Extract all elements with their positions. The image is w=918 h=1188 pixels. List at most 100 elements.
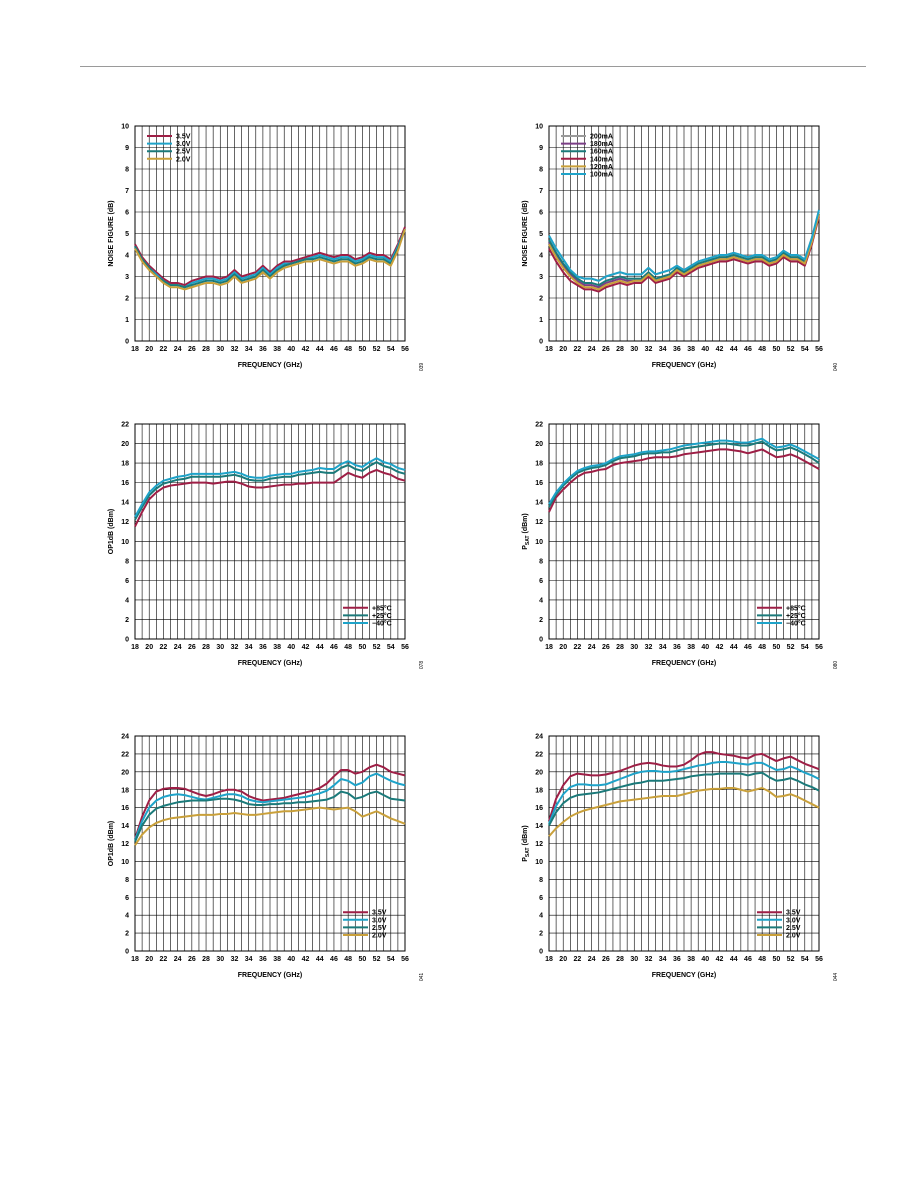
- x-tick-label: 30: [216, 346, 224, 353]
- series-line: [134, 228, 406, 289]
- y-tick-label: 0: [125, 339, 129, 346]
- y-tick-label: 22: [121, 751, 129, 758]
- y-tick-label: 8: [539, 167, 543, 174]
- series-line: [134, 468, 406, 528]
- x-tick-label: 36: [673, 644, 681, 651]
- y-tick-label: 18: [535, 461, 543, 468]
- y-tick-label: 3: [125, 274, 129, 281]
- x-tick-label: 42: [302, 346, 310, 353]
- x-tick-label: 44: [730, 346, 738, 353]
- y-axis-title: PSAT (dBm): [522, 825, 531, 861]
- x-tick-label: 28: [202, 644, 210, 651]
- x-tick-label: 40: [701, 346, 709, 353]
- y-tick-label: 16: [121, 480, 129, 487]
- x-axis-title: FREQUENCY (GHz): [652, 972, 716, 979]
- x-tick-label: 40: [701, 956, 709, 963]
- x-tick-label: 34: [245, 956, 253, 963]
- y-tick-label: 0: [539, 339, 543, 346]
- x-tick-label: 54: [801, 956, 809, 963]
- figure-id: 041: [419, 973, 425, 982]
- x-tick-label: 52: [787, 644, 795, 651]
- series-line: [548, 786, 820, 837]
- x-tick-label: 20: [559, 644, 567, 651]
- x-tick-label: 50: [358, 346, 366, 353]
- x-tick-label: 50: [772, 644, 780, 651]
- legend-label: −40°C: [372, 620, 392, 628]
- x-tick-label: 22: [574, 644, 582, 651]
- x-tick-label: 52: [787, 346, 795, 353]
- x-tick-label: 44: [316, 644, 324, 651]
- legend-label: 3.0V: [372, 917, 387, 924]
- x-tick-label: 34: [659, 346, 667, 353]
- x-tick-label: 18: [131, 956, 139, 963]
- x-tick-label: 56: [401, 956, 409, 963]
- y-tick-label: 20: [535, 769, 543, 776]
- x-axis-title: FREQUENCY (GHz): [238, 972, 302, 979]
- x-tick-label: 50: [772, 346, 780, 353]
- y-tick-label: 9: [539, 145, 543, 152]
- plot-frame: [548, 423, 820, 640]
- x-tick-label: 32: [645, 346, 653, 353]
- x-tick-label: 20: [559, 346, 567, 353]
- x-tick-label: 44: [730, 956, 738, 963]
- y-tick-label: 5: [125, 231, 129, 238]
- y-tick-label: 6: [539, 210, 543, 217]
- y-tick-label: 8: [539, 877, 543, 884]
- x-tick-label: 38: [273, 644, 281, 651]
- plot-frame: [134, 423, 406, 640]
- y-tick-label: 14: [121, 500, 129, 507]
- x-tick-label: 48: [344, 346, 352, 353]
- x-tick-label: 54: [387, 644, 395, 651]
- chart-op1db-vs-supply: 18 20 22 24 26 28 30 32 34 36 38 40 42 44 46 48 50 52 54 56…: [100, 728, 500, 998]
- y-tick-label: 16: [535, 480, 543, 487]
- series-line: [548, 760, 820, 825]
- y-tick-label: 12: [121, 841, 129, 848]
- x-tick-label: 40: [287, 644, 295, 651]
- y-tick-label: 8: [125, 167, 129, 174]
- x-tick-label: 36: [259, 346, 267, 353]
- figure-id: 044: [833, 973, 839, 982]
- y-axis-title: NOISE FIGURE (dB): [108, 200, 115, 266]
- series-line: [134, 806, 406, 846]
- y-tick-label: 7: [539, 188, 543, 195]
- legend-label: +85°C: [372, 604, 392, 612]
- y-tick-label: 20: [121, 441, 129, 448]
- x-axis-title: FREQUENCY (GHz): [652, 362, 716, 369]
- chart-svg: 18 20 22 24 26 28 30 32 34 36 38 40 42 44 46 48 50 52 54 56…: [108, 422, 425, 670]
- x-tick-label: 50: [358, 644, 366, 651]
- y-tick-label: 2: [539, 296, 543, 303]
- x-tick-label: 36: [259, 644, 267, 651]
- y-axis-title: OP1dB (dBm): [108, 509, 115, 555]
- x-tick-label: 48: [344, 956, 352, 963]
- x-tick-label: 18: [545, 644, 553, 651]
- y-tick-label: 10: [535, 124, 543, 131]
- x-tick-label: 48: [758, 346, 766, 353]
- x-tick-label: 18: [131, 346, 139, 353]
- x-tick-label: 42: [302, 956, 310, 963]
- y-tick-label: 2: [125, 617, 129, 624]
- x-tick-label: 54: [801, 346, 809, 353]
- x-axis-title: FREQUENCY (GHz): [238, 362, 302, 369]
- y-tick-label: 8: [125, 877, 129, 884]
- y-tick-label: 0: [125, 949, 129, 956]
- x-tick-label: 32: [231, 346, 239, 353]
- legend-label: −40°C: [786, 620, 806, 628]
- legend-label: +25°C: [786, 612, 806, 620]
- x-tick-label: 36: [259, 956, 267, 963]
- x-tick-label: 18: [131, 644, 139, 651]
- y-tick-label: 22: [535, 751, 543, 758]
- legend-label: 120mA: [590, 164, 613, 171]
- x-tick-label: 56: [815, 346, 823, 353]
- x-tick-label: 36: [673, 346, 681, 353]
- chart-noise-figure-vs-supply: 18 20 22 24 26 28 30 32 34 36 38 40 42 44 46 48 50 52 54 56…: [100, 118, 500, 388]
- chart-psat-vs-supply: 18 20 22 24 26 28 30 32 34 36 38 40 42 44 46 48 50 52 54 56…: [514, 728, 914, 998]
- y-tick-label: 1: [125, 317, 129, 324]
- y-tick-label: 1: [539, 317, 543, 324]
- y-tick-label: 24: [535, 734, 543, 741]
- legend-label: 2.5V: [372, 925, 387, 932]
- y-tick-label: 0: [539, 637, 543, 644]
- y-axis-title: NOISE FIGURE (dB): [522, 200, 529, 266]
- chart-svg: 18 20 22 24 26 28 30 32 34 36 38 40 42 44 46 48 50 52 54 56…: [522, 734, 839, 982]
- x-tick-label: 40: [287, 346, 295, 353]
- y-tick-label: 10: [121, 539, 129, 546]
